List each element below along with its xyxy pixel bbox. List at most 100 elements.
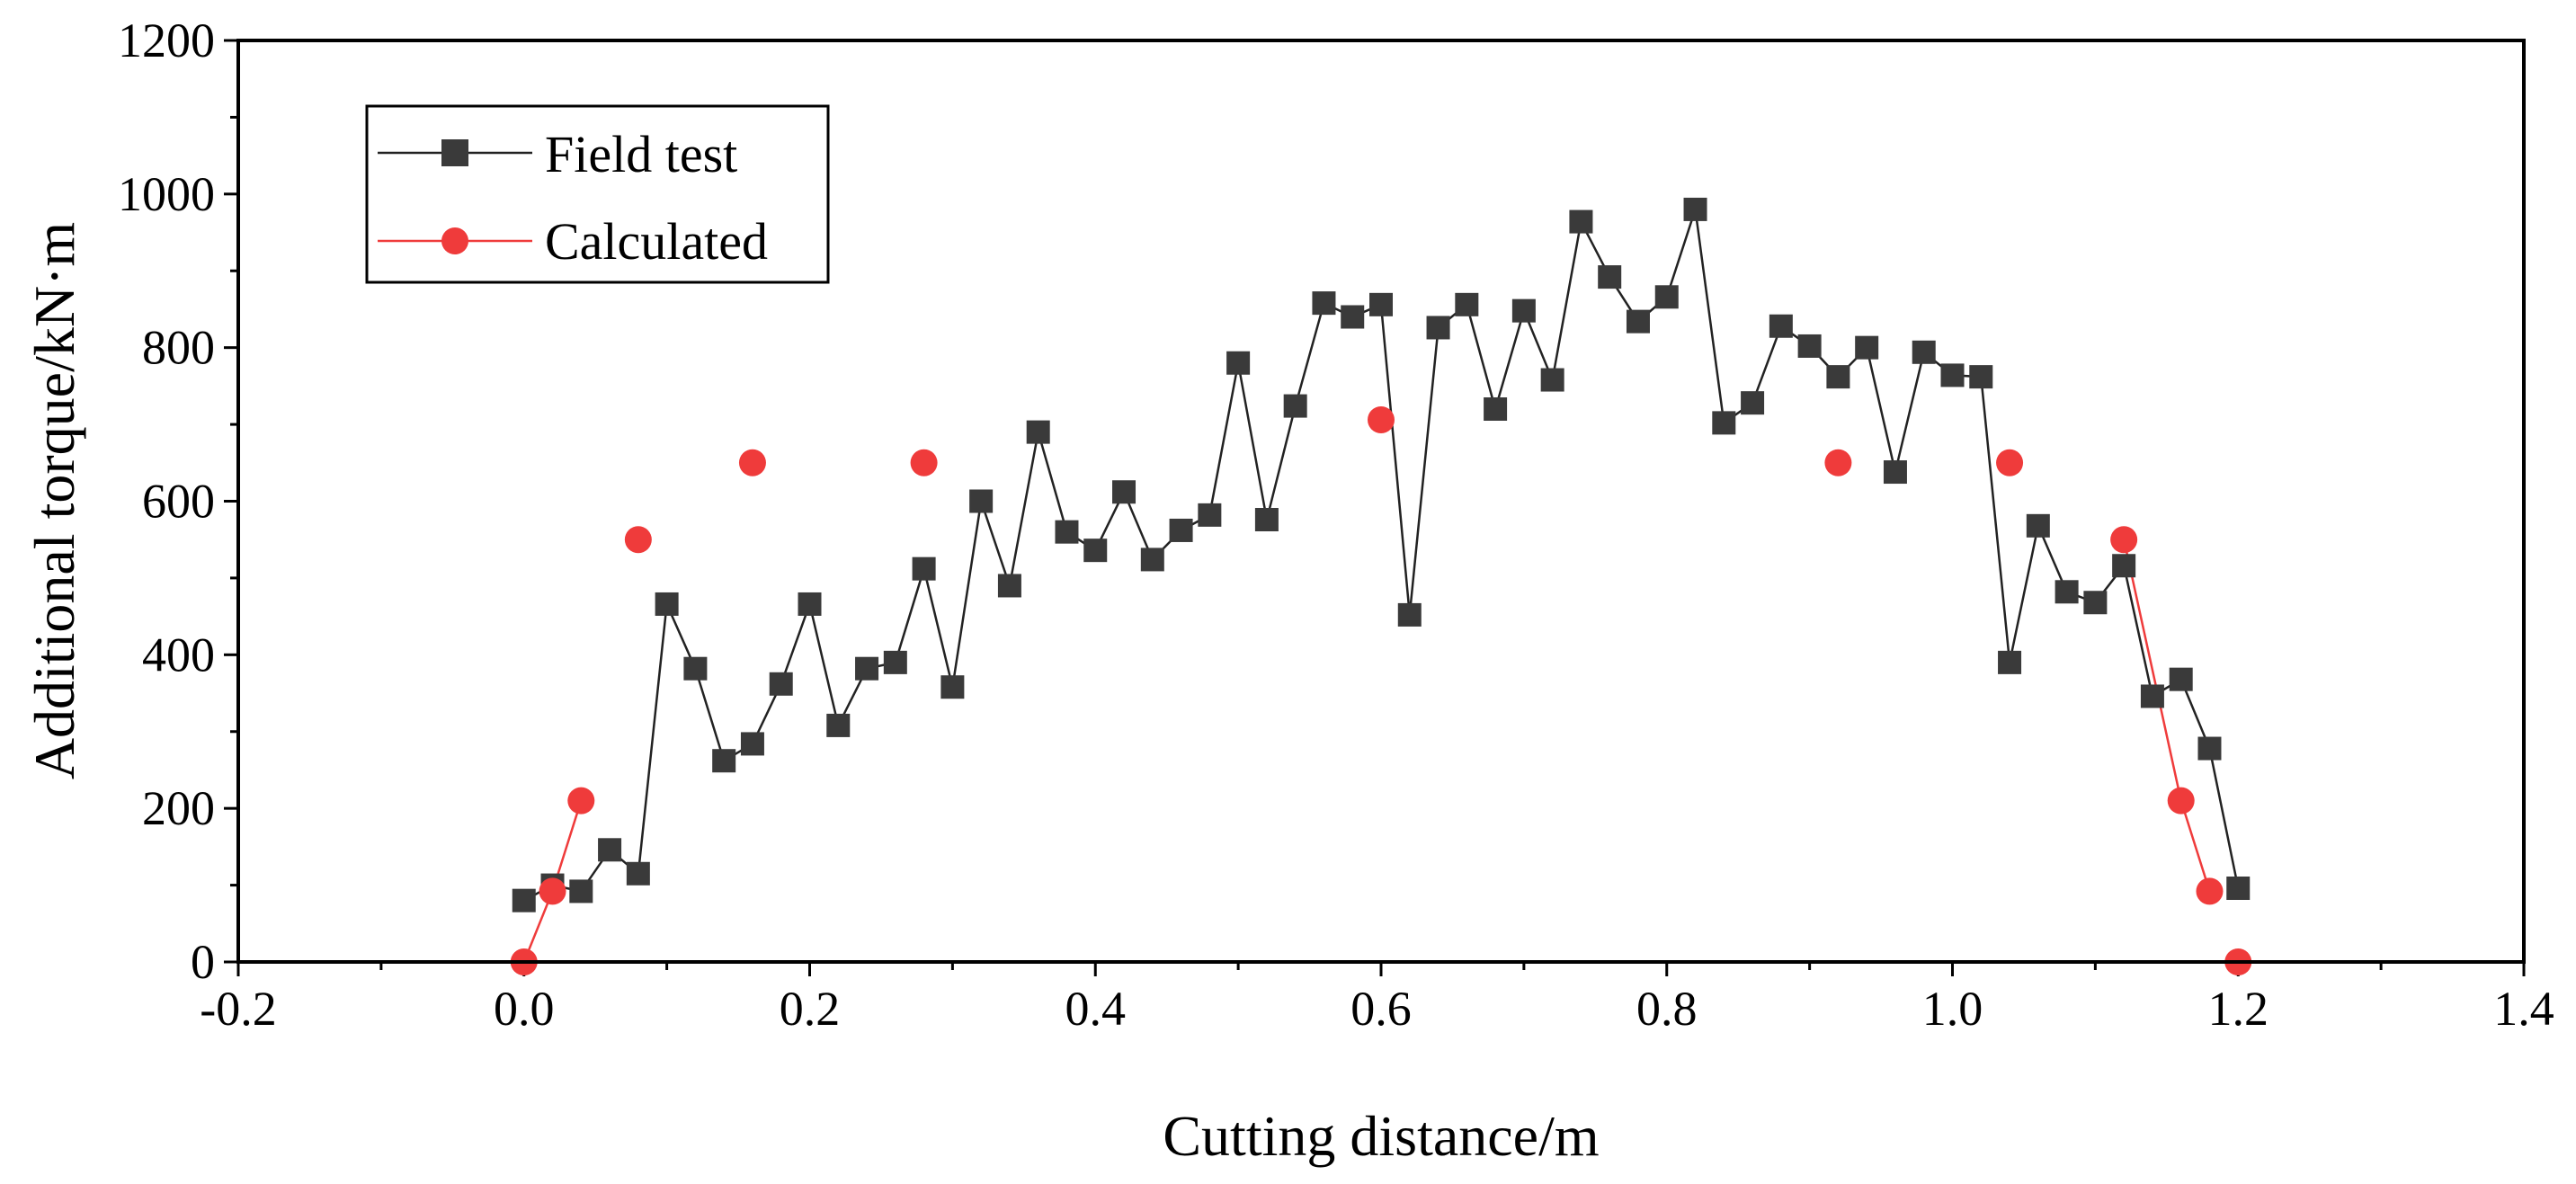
x-tick-label: 0.6 [1350, 982, 1412, 1036]
field-test-point [1855, 335, 1879, 360]
field-test-point [2197, 736, 2222, 761]
field-test-point [2055, 580, 2079, 604]
field-test-point [2169, 667, 2193, 691]
field-test-point [1569, 209, 1593, 234]
field-test-point [1683, 197, 1707, 221]
x-tick-label: 1.4 [2493, 982, 2554, 1036]
calculated-point [2167, 787, 2195, 815]
field-test-point [1055, 520, 1079, 544]
field-test-point [598, 838, 622, 862]
x-tick-label: 0.2 [780, 982, 841, 1036]
field-test-point [712, 749, 736, 773]
calculated-point [738, 449, 766, 476]
field-test-point [1426, 316, 1450, 340]
y-tick-label: 200 [142, 781, 215, 835]
field-test-point [655, 592, 679, 616]
field-test-point [1283, 394, 1307, 418]
field-test-point [855, 656, 879, 681]
field-test-point [1626, 309, 1650, 334]
field-test-point [1511, 298, 1536, 323]
calculated-point [2196, 877, 2224, 905]
field-test-point [769, 672, 793, 696]
field-test-point [1369, 292, 1393, 316]
x-tick-label: 1.0 [1922, 982, 1983, 1036]
field-test-point [626, 861, 650, 886]
y-tick-label: 1000 [118, 167, 215, 221]
field-test-point [512, 888, 536, 912]
field-test-point [1198, 503, 1222, 527]
field-test-point [1397, 602, 1422, 627]
calculated-point [567, 787, 595, 815]
field-test-point [2083, 591, 2108, 615]
field-test-point [1797, 334, 1822, 358]
field-test-point [1140, 547, 1164, 572]
field-test-point [883, 650, 907, 674]
field-test-point [969, 489, 994, 513]
legend-field-test-label: Field test [545, 125, 737, 183]
field-test-point [1484, 397, 1508, 421]
calculated-point [2110, 526, 2138, 554]
legend-field-test-marker [441, 139, 468, 166]
y-tick-label: 400 [142, 628, 215, 681]
field-test-point [1654, 285, 1679, 309]
y-tick-label: 600 [142, 475, 215, 529]
series-layer [510, 197, 2252, 975]
field-test-point [2140, 684, 2164, 708]
x-tick-label: -0.2 [200, 982, 276, 1036]
field-test-point [1112, 480, 1136, 504]
field-test-point [740, 732, 764, 756]
field-test-point [1998, 650, 2022, 674]
field-test-point [1969, 365, 1993, 389]
y-tick-label: 1200 [118, 13, 215, 67]
field-test-point [1169, 518, 1193, 542]
field-test-point [569, 879, 593, 904]
field-test-point [1741, 391, 1765, 415]
field-test-point [798, 592, 822, 616]
field-test-point [1540, 368, 1564, 392]
calculated-point [1824, 449, 1852, 476]
y-axis-title: Additional torque/kN·m [22, 222, 86, 779]
x-tick-label: 0.4 [1065, 982, 1127, 1036]
axes-layer: -0.2 0.0 0.2 0.4 0.6 0.8 1.0 1.2 1.4 0 200 400 600 80… [118, 13, 2554, 1036]
field-test-point [1940, 363, 1965, 387]
field-test-point [1769, 314, 1793, 338]
field-test-point [2226, 877, 2251, 900]
legend-box [365, 104, 830, 284]
x-tick-label: 1.2 [2208, 982, 2269, 1036]
field-test-point [1455, 292, 1479, 316]
field-test-point [1026, 420, 1050, 444]
y-tick-label: 800 [142, 321, 215, 375]
field-test-point [2026, 513, 2050, 538]
field-test-point [2112, 554, 2136, 578]
calculated-point [1368, 405, 1395, 433]
field-test-point [826, 713, 851, 737]
field-test-point [940, 675, 965, 699]
x-axis-title: Cutting distance/m [1163, 1104, 1599, 1168]
field-test-point [1312, 291, 1336, 316]
field-test-point [1598, 265, 1622, 289]
field-test-point [1083, 539, 1108, 563]
calculated-point [624, 526, 652, 554]
calculated-point [1996, 449, 2024, 476]
field-test-point [1226, 351, 1251, 375]
x-tick-label: 0.0 [494, 982, 555, 1036]
legend-calculated-marker [441, 227, 468, 254]
x-tick-label: 0.8 [1636, 982, 1698, 1036]
field-test-point [1712, 411, 1736, 435]
field-test-point [683, 656, 708, 681]
field-test-point [1341, 305, 1365, 329]
calculated-point [539, 877, 566, 905]
field-test-point [912, 556, 936, 581]
legend: Field test Calculated [365, 104, 830, 284]
y-tick-label: 0 [191, 935, 215, 989]
field-test-point [997, 574, 1021, 598]
calculated-point [910, 449, 938, 476]
field-test-point [1912, 340, 1936, 364]
field-test-point [1254, 508, 1279, 531]
field-test-point [1826, 365, 1850, 389]
legend-calculated-label: Calculated [545, 212, 768, 271]
plot-frame [236, 39, 2526, 964]
field-test-point [1883, 460, 1907, 485]
